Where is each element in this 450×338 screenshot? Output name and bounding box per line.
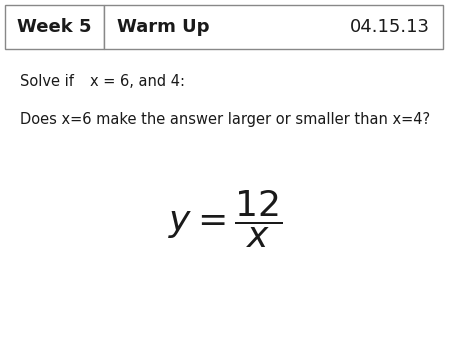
Bar — [104, 5, 443, 49]
Text: Warm Up: Warm Up — [117, 18, 210, 36]
Text: x = 6, and 4:: x = 6, and 4: — [90, 74, 185, 89]
Text: Does x=6 make the answer larger or smaller than x=4?: Does x=6 make the answer larger or small… — [20, 113, 430, 127]
Text: 04.15.13: 04.15.13 — [350, 18, 430, 36]
Text: Solve if: Solve if — [20, 74, 74, 89]
Bar — [4, 5, 104, 49]
Text: Week 5: Week 5 — [17, 18, 91, 36]
Text: $y = \dfrac{12}{x}$: $y = \dfrac{12}{x}$ — [168, 189, 282, 250]
